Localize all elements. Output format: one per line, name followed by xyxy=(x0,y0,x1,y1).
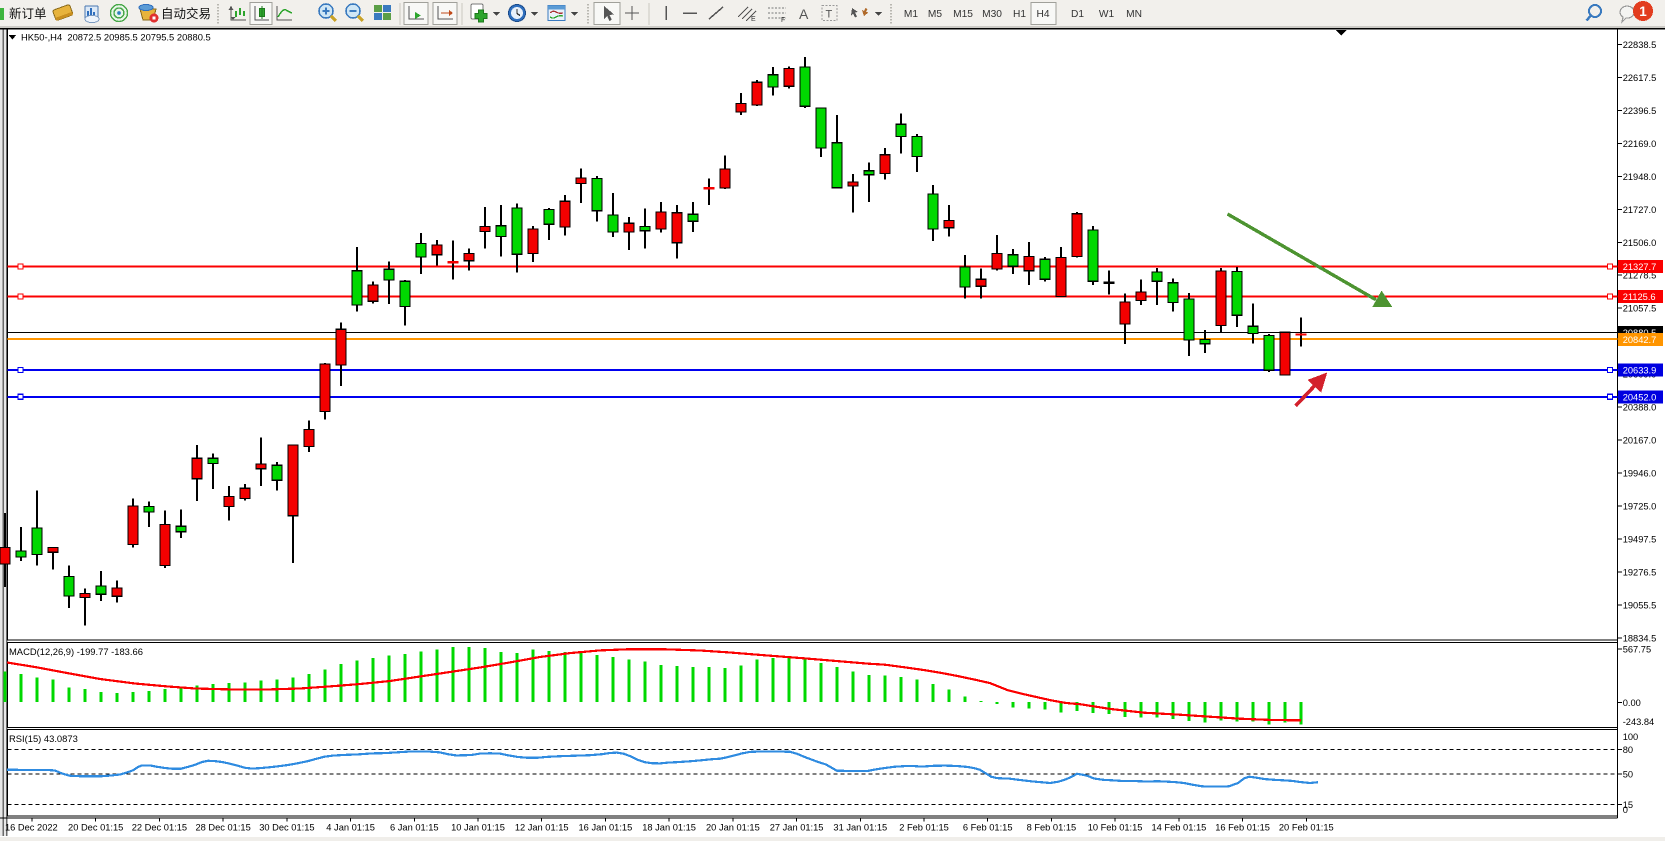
svg-text:19497.5: 19497.5 xyxy=(1623,534,1657,544)
svg-text:567.75: 567.75 xyxy=(1623,645,1651,655)
svg-text:22838.5: 22838.5 xyxy=(1623,40,1657,50)
svg-text:21327.7: 21327.7 xyxy=(1623,262,1657,272)
svg-text:22396.5: 22396.5 xyxy=(1623,106,1657,116)
svg-text:21125.6: 21125.6 xyxy=(1623,292,1656,302)
svg-text:21057.5: 21057.5 xyxy=(1623,304,1657,314)
svg-text:100: 100 xyxy=(1623,732,1639,742)
svg-text:6 Jan 01:15: 6 Jan 01:15 xyxy=(390,823,439,833)
svg-text:F: F xyxy=(781,17,785,24)
svg-text:21506.0: 21506.0 xyxy=(1623,238,1657,248)
svg-text:18 Jan 01:15: 18 Jan 01:15 xyxy=(642,823,696,833)
svg-text:21278.5: 21278.5 xyxy=(1623,271,1657,281)
svg-text:28 Dec 01:15: 28 Dec 01:15 xyxy=(195,823,250,833)
svg-text:10 Feb 01:15: 10 Feb 01:15 xyxy=(1088,823,1143,833)
svg-text:20 Dec 01:15: 20 Dec 01:15 xyxy=(68,823,123,833)
svg-text:MN: MN xyxy=(1126,9,1142,20)
svg-text:6 Feb 01:15: 6 Feb 01:15 xyxy=(963,823,1013,833)
svg-text:21948.0: 21948.0 xyxy=(1623,172,1657,182)
svg-text:14 Feb 01:15: 14 Feb 01:15 xyxy=(1152,823,1207,833)
svg-text:20452.0: 20452.0 xyxy=(1623,392,1657,402)
svg-text:E: E xyxy=(751,16,756,23)
svg-text:RSI(15) 43.0873: RSI(15) 43.0873 xyxy=(9,733,78,744)
svg-text:10 Jan 01:15: 10 Jan 01:15 xyxy=(451,823,505,833)
svg-text:16 Feb 01:15: 16 Feb 01:15 xyxy=(1215,823,1270,833)
svg-text:19946.0: 19946.0 xyxy=(1623,469,1657,479)
svg-text:0: 0 xyxy=(1623,805,1628,815)
svg-text:21727.0: 21727.0 xyxy=(1623,205,1657,215)
svg-text:15: 15 xyxy=(1623,800,1633,810)
svg-text:19276.5: 19276.5 xyxy=(1623,567,1657,577)
svg-text:W1: W1 xyxy=(1099,9,1115,20)
svg-text:M1: M1 xyxy=(904,9,918,20)
svg-text:8 Feb 01:15: 8 Feb 01:15 xyxy=(1027,823,1077,833)
svg-text:2 Feb 01:15: 2 Feb 01:15 xyxy=(899,823,949,833)
svg-text:19725.0: 19725.0 xyxy=(1623,501,1657,511)
svg-text:18834.5: 18834.5 xyxy=(1623,633,1657,643)
svg-text:22617.5: 22617.5 xyxy=(1623,73,1657,83)
svg-text:T: T xyxy=(826,9,833,21)
svg-text:22 Dec 01:15: 22 Dec 01:15 xyxy=(132,823,187,833)
svg-text:20 Feb 01:15: 20 Feb 01:15 xyxy=(1279,823,1334,833)
svg-text:12 Jan 01:15: 12 Jan 01:15 xyxy=(515,823,569,833)
svg-text:30 Dec 01:15: 30 Dec 01:15 xyxy=(259,823,314,833)
svg-text:新订单: 新订单 xyxy=(9,6,47,21)
svg-text:22169.0: 22169.0 xyxy=(1623,139,1657,149)
svg-text:4 Jan 01:15: 4 Jan 01:15 xyxy=(326,823,375,833)
svg-text:M15: M15 xyxy=(953,9,973,20)
svg-text:20388.0: 20388.0 xyxy=(1623,403,1657,413)
svg-text:HK50-,H4 20872.5 20985.5 2079: HK50-,H4 20872.5 20985.5 20795.5 20880.5 xyxy=(21,31,211,42)
svg-text:H4: H4 xyxy=(1036,9,1049,20)
svg-text:-243.84: -243.84 xyxy=(1623,717,1655,727)
svg-text:31 Jan 01:15: 31 Jan 01:15 xyxy=(833,823,887,833)
svg-text:19055.5: 19055.5 xyxy=(1623,600,1657,610)
svg-text:20633.9: 20633.9 xyxy=(1623,366,1657,376)
svg-text:D1: D1 xyxy=(1071,9,1084,20)
svg-text:MACD(12,26,9) -199.77 -183.66: MACD(12,26,9) -199.77 -183.66 xyxy=(9,646,143,657)
svg-text:20 Jan 01:15: 20 Jan 01:15 xyxy=(706,823,760,833)
svg-text:1: 1 xyxy=(1639,4,1647,19)
svg-text:0.00: 0.00 xyxy=(1623,698,1641,708)
svg-text:16 Dec 2022: 16 Dec 2022 xyxy=(5,823,58,833)
svg-text:A: A xyxy=(799,6,809,22)
svg-text:M5: M5 xyxy=(928,9,942,20)
svg-text:M30: M30 xyxy=(982,9,1002,20)
svg-text:80: 80 xyxy=(1623,745,1633,755)
svg-text:27 Jan 01:15: 27 Jan 01:15 xyxy=(770,823,824,833)
svg-text:20167.0: 20167.0 xyxy=(1623,436,1657,446)
svg-text:H1: H1 xyxy=(1013,9,1026,20)
svg-text:20842.7: 20842.7 xyxy=(1623,335,1657,345)
svg-text:50: 50 xyxy=(1623,769,1633,779)
svg-text:16 Jan 01:15: 16 Jan 01:15 xyxy=(579,823,633,833)
svg-text:自动交易: 自动交易 xyxy=(161,6,211,21)
